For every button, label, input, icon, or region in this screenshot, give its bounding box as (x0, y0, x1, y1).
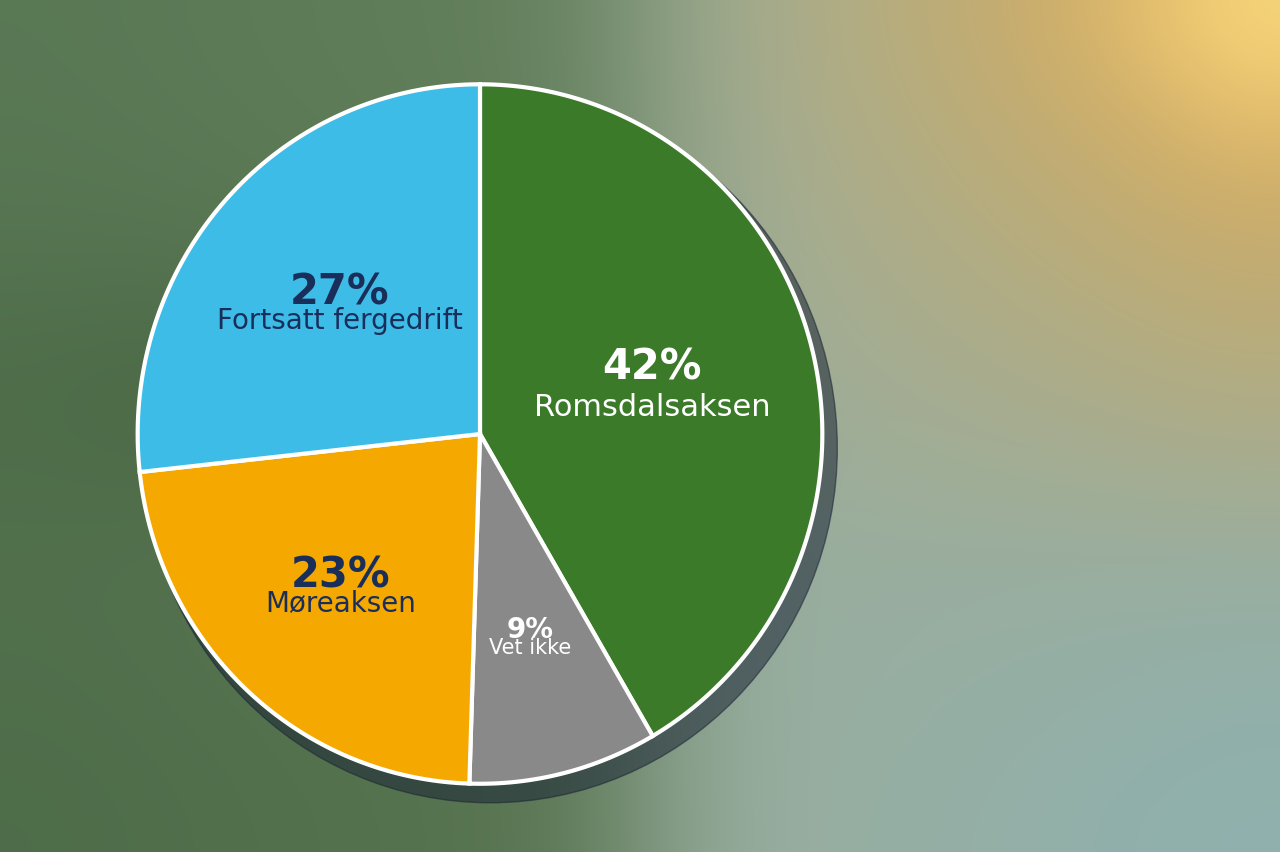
Ellipse shape (142, 95, 837, 803)
Text: Møreaksen: Møreaksen (265, 589, 416, 616)
Polygon shape (480, 85, 822, 736)
Text: Fortsatt fergedrift: Fortsatt fergedrift (216, 306, 462, 334)
Text: Vet ikke: Vet ikke (489, 637, 572, 658)
Text: Romsdalsaksen: Romsdalsaksen (534, 393, 771, 422)
Text: 42%: 42% (602, 346, 701, 388)
Text: 9%: 9% (507, 616, 554, 643)
Text: 23%: 23% (291, 554, 390, 596)
Polygon shape (470, 435, 653, 784)
Polygon shape (140, 435, 480, 784)
Polygon shape (138, 85, 480, 473)
Text: 27%: 27% (291, 271, 389, 314)
